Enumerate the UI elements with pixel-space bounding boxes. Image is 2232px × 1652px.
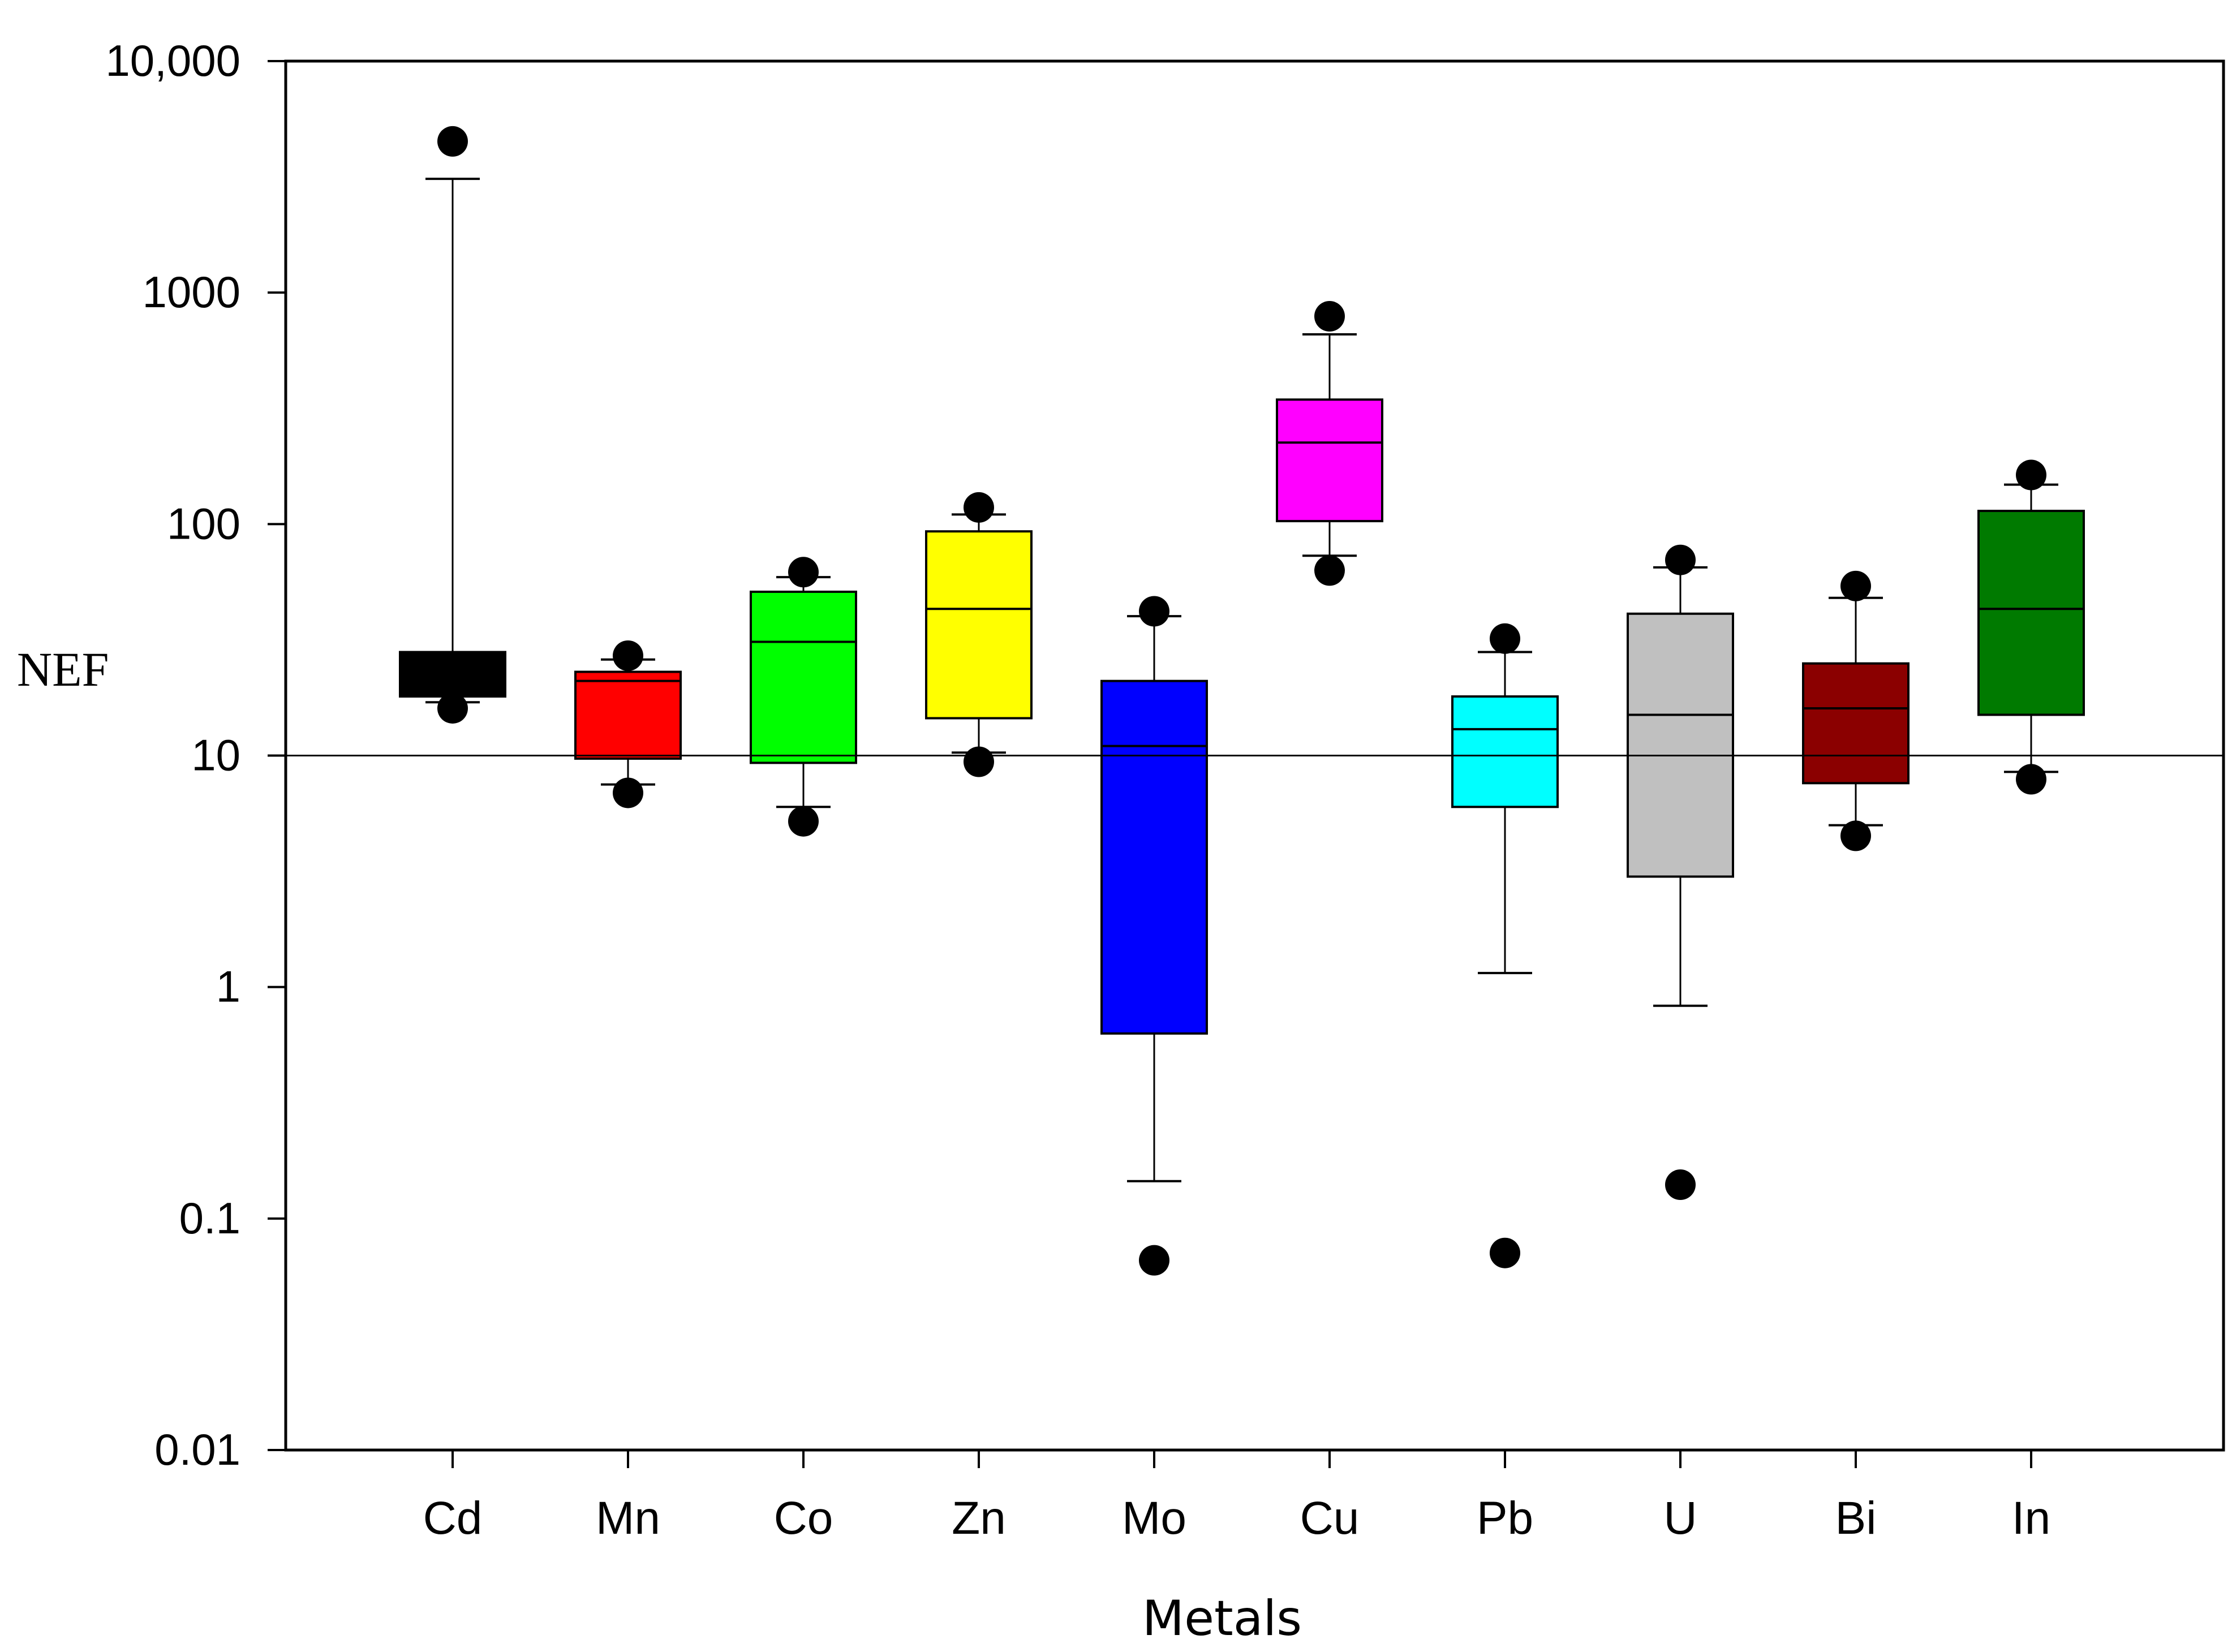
box-cu: Cu	[1276, 301, 1383, 1544]
outlier-point	[1665, 1169, 1696, 1201]
x-tick-label: Co	[774, 1492, 833, 1544]
outlier-point	[1840, 820, 1871, 851]
y-tick-label: 1	[216, 962, 240, 1012]
x-tick-label: Mn	[596, 1492, 660, 1544]
outlier-point	[788, 806, 819, 837]
y-tick-label: 0.01	[154, 1425, 240, 1474]
outlier-point	[2016, 459, 2046, 491]
x-tick-label: U	[1663, 1492, 1697, 1544]
y-tick-label: 10	[191, 730, 240, 780]
outlier-point	[964, 746, 994, 777]
box-body	[750, 590, 857, 764]
box-body	[1276, 398, 1383, 523]
y-axis-title: NEF	[17, 642, 109, 696]
box-in: In	[1977, 459, 2085, 1544]
x-axis-title: Metals	[1142, 1590, 1302, 1647]
box-pb: Pb	[1451, 623, 1559, 1544]
box-zn: Zn	[925, 492, 1033, 1544]
outlier-point	[1665, 544, 1696, 575]
outlier-point	[1840, 570, 1871, 601]
x-tick-label: In	[2012, 1492, 2050, 1544]
x-tick-label: Cd	[423, 1492, 483, 1544]
x-tick-label: Pb	[1477, 1492, 1533, 1544]
outlier-point	[1490, 623, 1520, 654]
box-body	[574, 670, 682, 760]
y-tick-label: 0.1	[179, 1193, 240, 1243]
y-tick-label: 10,000	[105, 36, 240, 85]
box-body	[1627, 612, 1734, 878]
outlier-point	[964, 492, 994, 523]
box-series: Cd Mn Co Zn Mo Cu Pb U Bi In	[399, 126, 2085, 1544]
box-mo: Mo	[1100, 596, 1208, 1544]
outlier-point	[1314, 555, 1345, 586]
x-tick-label: Bi	[1835, 1492, 1877, 1544]
box-bi: Bi	[1802, 570, 1910, 1544]
x-tick-label: Cu	[1300, 1492, 1360, 1544]
box-co: Co	[750, 557, 857, 1544]
outlier-point	[437, 126, 468, 157]
outlier-point	[437, 692, 468, 724]
box-body	[1451, 695, 1559, 808]
y-tick-label: 100	[167, 498, 240, 548]
x-tick-label: Mo	[1122, 1492, 1186, 1544]
outlier-point	[788, 557, 819, 588]
box-body	[925, 530, 1033, 720]
x-tick-label: Zn	[952, 1492, 1006, 1544]
box-body	[1100, 679, 1208, 1035]
outlier-point	[613, 777, 643, 808]
box-body	[399, 651, 506, 698]
box-body	[1802, 662, 1910, 785]
box-cd: Cd	[399, 126, 506, 1544]
box-u: U	[1627, 544, 1734, 1544]
y-tick-label: 1000	[142, 267, 240, 317]
axis-ticks: 0.01 0.1 1 10 100 1000 10,000	[105, 36, 286, 1474]
box-body	[1977, 510, 2085, 716]
outlier-point	[1314, 301, 1345, 332]
outlier-point	[2016, 764, 2046, 795]
outlier-point	[613, 640, 643, 672]
outlier-point	[1139, 596, 1169, 627]
outlier-point	[1139, 1245, 1169, 1276]
outlier-point	[1490, 1237, 1520, 1268]
box-mn: Mn	[574, 640, 682, 1544]
